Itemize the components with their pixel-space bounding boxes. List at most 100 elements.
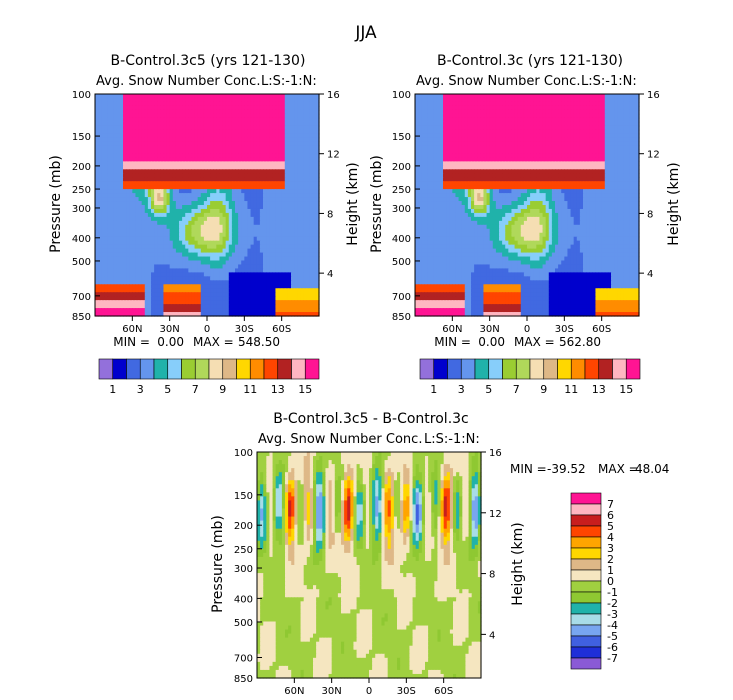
contour-cell — [104, 212, 109, 218]
contour-cell — [244, 117, 249, 123]
contour-cell — [312, 292, 317, 297]
contour-cell — [144, 232, 149, 238]
contour-cell — [182, 109, 186, 115]
contour-cell — [489, 105, 494, 111]
contour-cell — [244, 304, 249, 309]
contour-cell — [222, 280, 227, 285]
contour-cell — [216, 208, 221, 214]
contour-cell — [175, 272, 180, 277]
contour-cell — [104, 276, 109, 281]
contour-cell — [110, 300, 115, 305]
contour-cell — [284, 296, 289, 301]
contour-cell — [467, 137, 472, 143]
contour-cell — [107, 248, 112, 254]
contour-cell — [300, 101, 305, 107]
contour-cell — [216, 252, 221, 258]
contour-cell — [172, 189, 177, 194]
contour-cell — [250, 256, 255, 262]
contour-cell — [126, 268, 130, 273]
contour-cell — [551, 129, 556, 135]
contour-cell — [312, 101, 317, 107]
contour-cell — [303, 125, 308, 131]
contour-cell — [241, 189, 245, 194]
contour-cell — [132, 216, 137, 222]
contour-cell — [300, 292, 305, 297]
contour-cell — [312, 296, 317, 301]
contour-cell — [272, 141, 277, 147]
contour-cell — [123, 177, 127, 182]
contour-cell — [558, 133, 562, 139]
contour-cell — [116, 232, 121, 238]
contour-cell — [247, 153, 252, 159]
contour-cell — [244, 133, 249, 139]
contour-cell — [175, 157, 180, 162]
contour-cell — [303, 256, 308, 262]
contour-cell — [598, 133, 603, 139]
contour-cell — [104, 312, 109, 317]
contour-cell — [436, 137, 441, 143]
contour-cell — [303, 141, 308, 147]
contour-cell — [160, 224, 165, 230]
contour-cell — [188, 224, 193, 230]
contour-cell — [119, 189, 124, 194]
contour-cell — [520, 113, 525, 119]
contour-cell — [95, 125, 99, 131]
contour-cell — [163, 121, 168, 127]
contour-cell — [263, 232, 267, 238]
contour-cell — [455, 121, 460, 127]
contour-cell — [194, 300, 199, 305]
contour-cell — [461, 97, 466, 103]
contour-cell — [135, 185, 140, 190]
contour-cell — [433, 125, 438, 131]
contour-cell — [210, 169, 214, 174]
contour-cell — [129, 157, 133, 162]
contour-cell — [455, 97, 460, 103]
contour-cell — [300, 228, 305, 234]
contour-cell — [303, 149, 308, 155]
contour-cell — [132, 141, 137, 147]
contour-cell — [166, 185, 171, 190]
contour-cell — [188, 121, 193, 127]
contour-cell — [138, 189, 143, 194]
colorbar-swatch — [249, 358, 265, 380]
contour-cell — [101, 161, 105, 166]
contour-cell — [464, 109, 469, 115]
contour-cell — [160, 292, 165, 297]
contour-cell — [213, 216, 217, 222]
contour-cell — [182, 181, 186, 186]
contour-cell — [107, 205, 112, 210]
contour-cell — [303, 312, 308, 317]
contour-cell — [269, 181, 273, 186]
contour-cell — [200, 272, 205, 277]
contour-cell — [266, 149, 270, 155]
contour-cell — [253, 141, 258, 147]
contour-cell — [225, 232, 230, 238]
contour-cell — [188, 268, 193, 273]
contour-cell — [297, 113, 301, 119]
contour-cell — [172, 296, 177, 301]
contour-cell — [216, 312, 221, 317]
contour-cell — [235, 280, 239, 285]
contour-cell — [185, 165, 189, 170]
contour-cell — [166, 276, 171, 281]
contour-cell — [309, 308, 314, 313]
contour-cell — [222, 153, 227, 159]
contour-cell — [98, 308, 102, 313]
contour-cell — [247, 173, 252, 178]
contour-cell — [281, 252, 286, 258]
contour-cell — [443, 117, 447, 123]
contour-cell — [179, 117, 183, 123]
contour-cell — [213, 193, 217, 198]
contour-cell — [548, 117, 553, 123]
contour-cell — [241, 236, 245, 242]
contour-cell — [135, 157, 140, 162]
contour-cell — [169, 280, 174, 285]
contour-cell — [113, 284, 118, 289]
contour-cell — [172, 101, 177, 107]
contour-cell — [477, 101, 481, 107]
contour-cell — [281, 117, 286, 123]
contour-cell — [203, 161, 208, 166]
contour-cell — [436, 121, 441, 127]
contour-cell — [172, 220, 177, 226]
contour-cell — [119, 220, 124, 226]
